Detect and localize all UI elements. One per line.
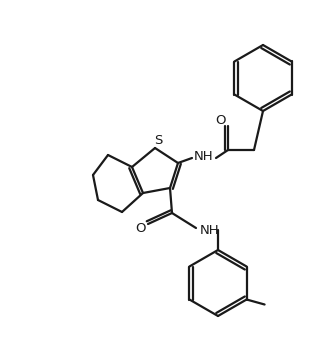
Text: O: O xyxy=(136,222,146,236)
Text: O: O xyxy=(216,115,226,128)
Text: NH: NH xyxy=(200,223,220,237)
Text: S: S xyxy=(154,134,162,147)
Text: NH: NH xyxy=(194,151,214,164)
